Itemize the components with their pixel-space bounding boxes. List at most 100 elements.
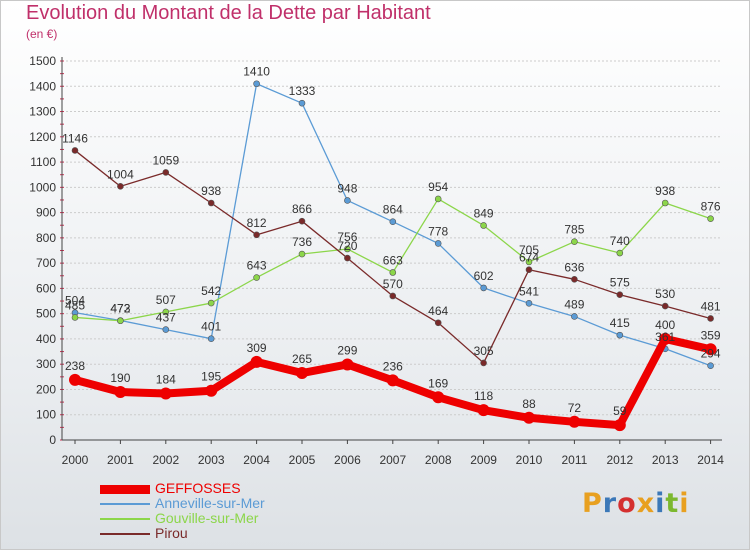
data-point — [117, 317, 124, 325]
y-tick-label: 700 — [36, 256, 56, 270]
line-chart: 0 100 200 300 400 500 600 700 800 900 1000 1100 1200… — [29, 54, 724, 467]
data-label: 472 — [110, 302, 130, 316]
data-point — [525, 266, 533, 274]
data-point — [207, 299, 215, 307]
data-point — [707, 215, 714, 222]
data-point — [344, 197, 351, 204]
data-label: 876 — [701, 200, 721, 214]
data-label: 1004 — [107, 167, 134, 181]
unit-label: (en €) — [26, 27, 58, 41]
axes: 0 100 200 300 400 500 600 700 800 900 1000 1100 1200… — [29, 54, 724, 467]
data-label: 299 — [337, 343, 357, 357]
logo-letter: t — [665, 488, 680, 519]
data-label: 489 — [564, 297, 584, 311]
data-point — [707, 315, 714, 322]
data-point — [659, 332, 672, 345]
y-tick-label: 0 — [49, 433, 56, 447]
data-label: 736 — [292, 235, 312, 249]
x-tick-label: 2011 — [561, 453, 587, 467]
y-tick-label: 500 — [36, 307, 56, 321]
data-point — [298, 217, 306, 225]
data-label: 473 — [110, 301, 130, 315]
data-point — [250, 355, 263, 368]
data-label: 359 — [701, 328, 721, 342]
data-label: 118 — [474, 389, 493, 403]
data-point — [207, 335, 215, 342]
data-point — [341, 358, 354, 371]
data-label: 740 — [610, 234, 630, 248]
data-label: 464 — [428, 304, 448, 318]
data-label: 190 — [110, 371, 130, 385]
y-tick-label: 600 — [36, 281, 56, 295]
data-point — [616, 331, 624, 339]
y-tick-label: 100 — [36, 408, 56, 422]
data-label: 309 — [247, 341, 267, 355]
data-point — [71, 147, 79, 154]
data-point — [523, 411, 535, 424]
data-point — [661, 199, 669, 207]
data-point — [661, 302, 669, 310]
data-point — [616, 249, 624, 257]
data-point — [389, 269, 397, 276]
y-tick-label: 800 — [36, 231, 56, 245]
data-label: 1059 — [152, 153, 179, 167]
y-tick-label: 200 — [36, 382, 56, 396]
y-tick-label: 300 — [36, 357, 56, 371]
data-label: 530 — [655, 287, 675, 301]
data-point — [389, 218, 397, 225]
x-tick-label: 2004 — [243, 453, 270, 467]
data-label: 1146 — [62, 131, 88, 145]
data-label: 238 — [65, 359, 85, 373]
y-tick-label: 400 — [36, 332, 56, 346]
data-label: 720 — [337, 239, 357, 253]
y-tick-label: 1400 — [29, 79, 56, 93]
data-point — [117, 183, 124, 190]
x-tick-label: 2009 — [470, 453, 497, 467]
data-label: 400 — [655, 318, 675, 332]
data-point — [114, 385, 127, 398]
data-label: 184 — [156, 373, 176, 387]
legend-item: Anneville-sur-Mer — [100, 495, 400, 512]
data-label: 812 — [247, 216, 267, 230]
logo-letter: P — [582, 488, 603, 519]
x-tick-label: 2002 — [152, 453, 179, 467]
proxiti-logo: Proxiti — [582, 488, 690, 519]
logo-letter: x — [636, 488, 656, 519]
data-point — [298, 99, 306, 107]
data-label: 265 — [292, 352, 312, 366]
x-tick-label: 2001 — [107, 453, 134, 467]
data-label: 570 — [383, 277, 403, 291]
legend-item: GEFFOSSES — [100, 480, 400, 497]
data-point — [571, 313, 578, 320]
logo-letter: o — [617, 488, 637, 519]
data-label: 948 — [337, 181, 357, 195]
data-label: 864 — [383, 203, 403, 217]
data-point — [162, 308, 170, 316]
logo-letter: i — [679, 488, 690, 519]
data-point — [207, 199, 215, 207]
legend-item: Pirou — [100, 525, 400, 542]
data-label: 938 — [201, 184, 221, 198]
data-label: 504 — [65, 294, 85, 308]
data-label: 674 — [519, 251, 539, 265]
data-label: 542 — [201, 284, 221, 298]
logo-letter: r — [602, 488, 618, 519]
data-label: 72 — [568, 401, 582, 415]
data-label: 1410 — [243, 65, 270, 79]
data-point — [432, 391, 445, 404]
data-point — [571, 276, 578, 283]
data-point — [69, 373, 81, 386]
y-tick-label: 1200 — [29, 130, 56, 144]
data-label: 481 — [701, 299, 721, 313]
data-label: 361 — [655, 330, 675, 344]
data-point — [344, 245, 351, 253]
y-tick-label: 1500 — [29, 54, 56, 68]
data-point — [159, 387, 172, 400]
data-point — [525, 300, 533, 307]
data-point — [525, 258, 533, 266]
data-label: 1333 — [289, 84, 316, 98]
data-point — [480, 359, 487, 367]
legend-swatch — [100, 503, 150, 505]
data-point — [296, 367, 308, 380]
